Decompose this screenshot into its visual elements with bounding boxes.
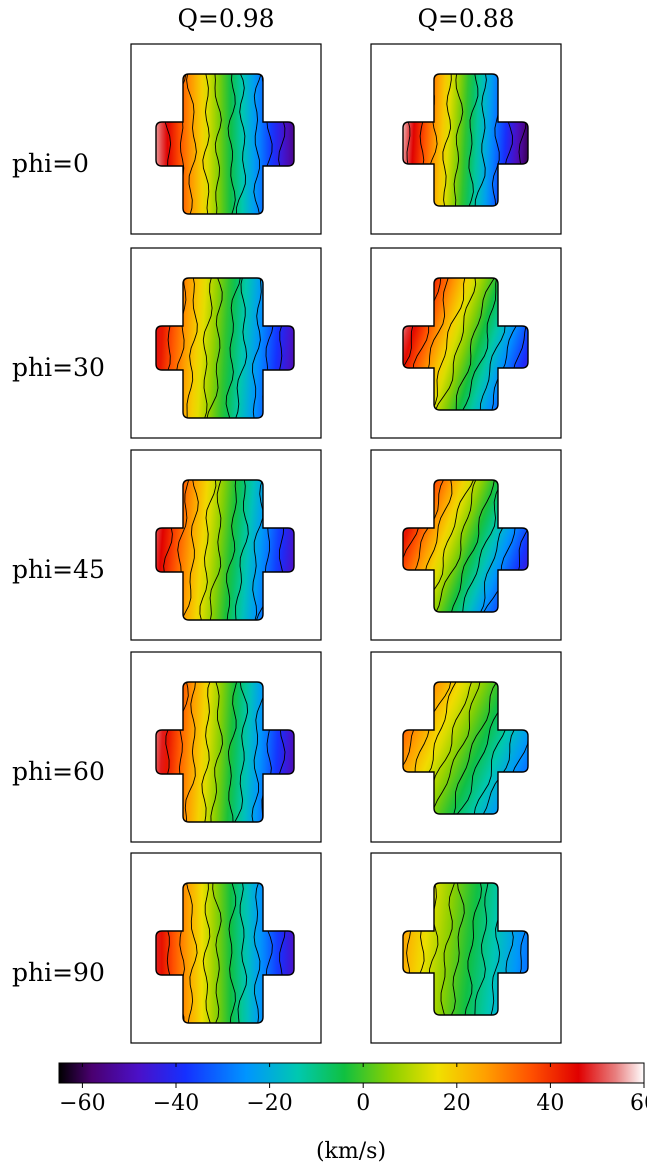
contour-line <box>210 682 223 822</box>
row-label: phi=60 <box>12 757 105 786</box>
contour-line <box>228 883 237 1023</box>
contour-line <box>235 74 246 214</box>
colorbar-tick-label: 40 <box>536 1091 564 1116</box>
contour-line <box>201 682 215 822</box>
velocity-panel <box>370 449 562 641</box>
colorbar-tick-label: 0 <box>356 1091 370 1116</box>
contour-line <box>429 480 481 612</box>
contour-line <box>459 480 505 612</box>
contour-line <box>202 74 210 214</box>
velocity-panel <box>370 651 562 843</box>
contour-line <box>206 278 223 418</box>
contour-line <box>466 74 479 206</box>
contour-line <box>448 682 504 814</box>
contour-line <box>252 278 262 418</box>
contour-line <box>425 278 470 410</box>
contour-line <box>445 883 465 1015</box>
velocity-panel <box>130 651 322 843</box>
contour-line <box>253 883 263 1023</box>
velocity-field <box>155 681 295 823</box>
contour-line <box>233 682 249 822</box>
velocity-panel <box>370 852 562 1044</box>
velocity-field <box>155 73 295 215</box>
contour-line <box>430 682 482 814</box>
velocity-panel <box>130 43 322 235</box>
contour-line <box>457 278 501 410</box>
contour-line <box>451 74 464 206</box>
velocity-field <box>155 277 295 419</box>
column-title: Q=0.98 <box>177 4 274 33</box>
velocity-panel <box>130 449 322 641</box>
column-titles: Q=0.98 Q=0.88 <box>177 4 514 33</box>
colorbar-tick-label: −60 <box>59 1091 105 1116</box>
contour-line <box>185 883 198 1023</box>
contour-line <box>211 74 222 214</box>
contour-line <box>212 883 222 1023</box>
row-label: phi=30 <box>12 353 105 382</box>
contour-line <box>225 278 242 418</box>
contour-line <box>179 480 199 620</box>
contour-line <box>202 883 212 1023</box>
contour-line <box>474 74 487 206</box>
colorbar-label: (km/s) <box>316 1139 386 1164</box>
contour-line <box>226 480 240 620</box>
velocity-field <box>402 882 529 1016</box>
velocity-panel <box>370 43 562 235</box>
contour-line <box>253 74 263 214</box>
row-label: phi=45 <box>12 555 105 584</box>
contour-line <box>209 480 223 620</box>
contour-line <box>454 278 500 410</box>
colorbar-tick-label: 60 <box>630 1091 647 1116</box>
velocity-panel <box>130 852 322 1044</box>
colorbar-tick-label: −20 <box>246 1091 292 1116</box>
contour-line <box>237 883 248 1023</box>
contour-line <box>235 480 249 620</box>
contour-line <box>442 74 452 206</box>
colorbar: −60 −40 −20 0 20 40 60 (km/s) <box>58 1062 647 1164</box>
velocity-panel <box>370 247 562 439</box>
contour-line <box>227 682 238 822</box>
contour-line <box>202 278 215 418</box>
column-title: Q=0.88 <box>417 4 514 33</box>
colorbar-tick-label: −40 <box>153 1091 199 1116</box>
contour-line <box>199 480 217 620</box>
panel-grid <box>130 43 562 1044</box>
contour-line <box>227 74 236 214</box>
contour-line <box>450 480 498 612</box>
row-label: phi=90 <box>12 958 105 987</box>
contour-line <box>252 480 266 620</box>
colorbar-tick-label: 20 <box>443 1091 471 1116</box>
contour-line <box>472 883 489 1015</box>
velocity-field <box>402 479 529 613</box>
contour-line <box>432 278 477 410</box>
row-labels: phi=0 phi=30 phi=45 phi=60 phi=90 <box>12 149 105 987</box>
row-label: phi=0 <box>12 149 89 178</box>
velocity-panel <box>130 247 322 439</box>
contour-line <box>186 74 197 214</box>
contour-line <box>234 278 248 418</box>
contour-line <box>440 883 457 1015</box>
contour-line <box>251 682 265 822</box>
contour-line <box>186 278 198 418</box>
contour-line <box>464 883 482 1015</box>
contour-line <box>184 682 197 822</box>
contour-lines <box>159 74 286 214</box>
colorbar-scale <box>58 1062 645 1084</box>
